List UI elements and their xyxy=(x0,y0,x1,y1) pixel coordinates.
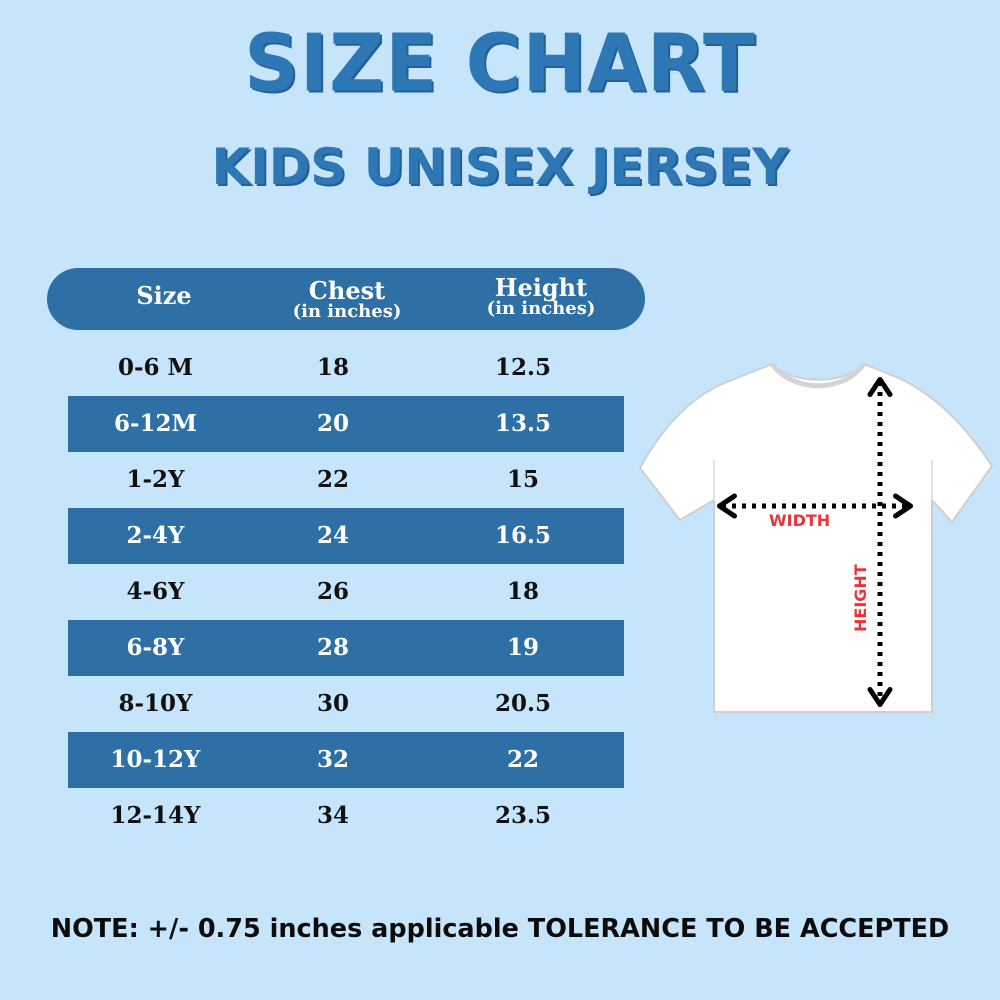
height-cell: 15 xyxy=(506,466,539,493)
size-cell: 10-12Y xyxy=(110,746,201,773)
page-subtitle: KIDS UNISEX JERSEY xyxy=(211,138,789,196)
height-cell: 23.5 xyxy=(494,802,552,829)
size-cell: 6-8Y xyxy=(126,634,185,661)
table-header: Size Chest (in inches) Height (in inches… xyxy=(47,268,645,330)
height-cell: 18 xyxy=(506,578,539,605)
size-cell: 4-6Y xyxy=(126,578,185,605)
chest-cell: 32 xyxy=(316,746,349,773)
table-row: 0-6 M 18 12.5 xyxy=(68,340,624,396)
header-size-label: Size xyxy=(136,281,192,310)
header-size: Size xyxy=(112,284,216,308)
height-cell: 12.5 xyxy=(494,354,552,381)
chest-cell: 34 xyxy=(316,802,349,829)
chest-cell: 28 xyxy=(316,634,349,661)
chest-cell: 24 xyxy=(316,522,349,549)
page-title: SIZE CHART xyxy=(244,15,756,110)
tshirt-icon: WIDTH HEIGHT xyxy=(638,362,994,713)
size-cell: 1-2Y xyxy=(126,466,185,493)
size-cell: 6-12M xyxy=(113,410,197,437)
size-table-body: 0-6 M 18 12.5 6-12M 20 13.5 1-2Y 22 15 2… xyxy=(68,340,624,844)
size-cell: 8-10Y xyxy=(118,690,193,717)
tshirt-collar xyxy=(769,362,867,389)
size-cell: 12-14Y xyxy=(110,802,201,829)
tshirt-body xyxy=(638,362,994,713)
chest-cell: 20 xyxy=(316,410,349,437)
table-row: 10-12Y 32 22 xyxy=(68,732,624,788)
height-cell: 20.5 xyxy=(494,690,552,717)
header-chest: Chest (in inches) xyxy=(277,279,417,321)
chest-cell: 18 xyxy=(316,354,349,381)
chest-cell: 22 xyxy=(316,466,349,493)
table-row: 6-8Y 28 19 xyxy=(68,620,624,676)
tshirt-diagram: WIDTH HEIGHT xyxy=(632,350,1000,730)
header-height: Height (in inches) xyxy=(471,276,611,318)
width-label: WIDTH xyxy=(769,511,830,530)
chest-cell: 26 xyxy=(316,578,349,605)
header-chest-label: Chest xyxy=(308,276,386,305)
height-cell: 16.5 xyxy=(494,522,552,549)
table-row: 8-10Y 30 20.5 xyxy=(68,676,624,732)
header-height-label: Height xyxy=(494,273,588,302)
height-label: HEIGHT xyxy=(851,564,870,632)
header-chest-unit: (in inches) xyxy=(292,301,402,322)
size-cell: 0-6 M xyxy=(117,354,194,381)
size-cell: 2-4Y xyxy=(126,522,185,549)
table-row: 12-14Y 34 23.5 xyxy=(68,788,624,844)
table-row: 6-12M 20 13.5 xyxy=(68,396,624,452)
table-row: 4-6Y 26 18 xyxy=(68,564,624,620)
height-cell: 19 xyxy=(506,634,539,661)
height-cell: 22 xyxy=(506,746,539,773)
header-height-unit: (in inches) xyxy=(486,298,596,319)
table-row: 2-4Y 24 16.5 xyxy=(68,508,624,564)
height-cell: 13.5 xyxy=(494,410,552,437)
table-row: 1-2Y 22 15 xyxy=(68,452,624,508)
tolerance-note: NOTE: +/- 0.75 inches applicable TOLERAN… xyxy=(50,914,950,944)
chest-cell: 30 xyxy=(316,690,349,717)
